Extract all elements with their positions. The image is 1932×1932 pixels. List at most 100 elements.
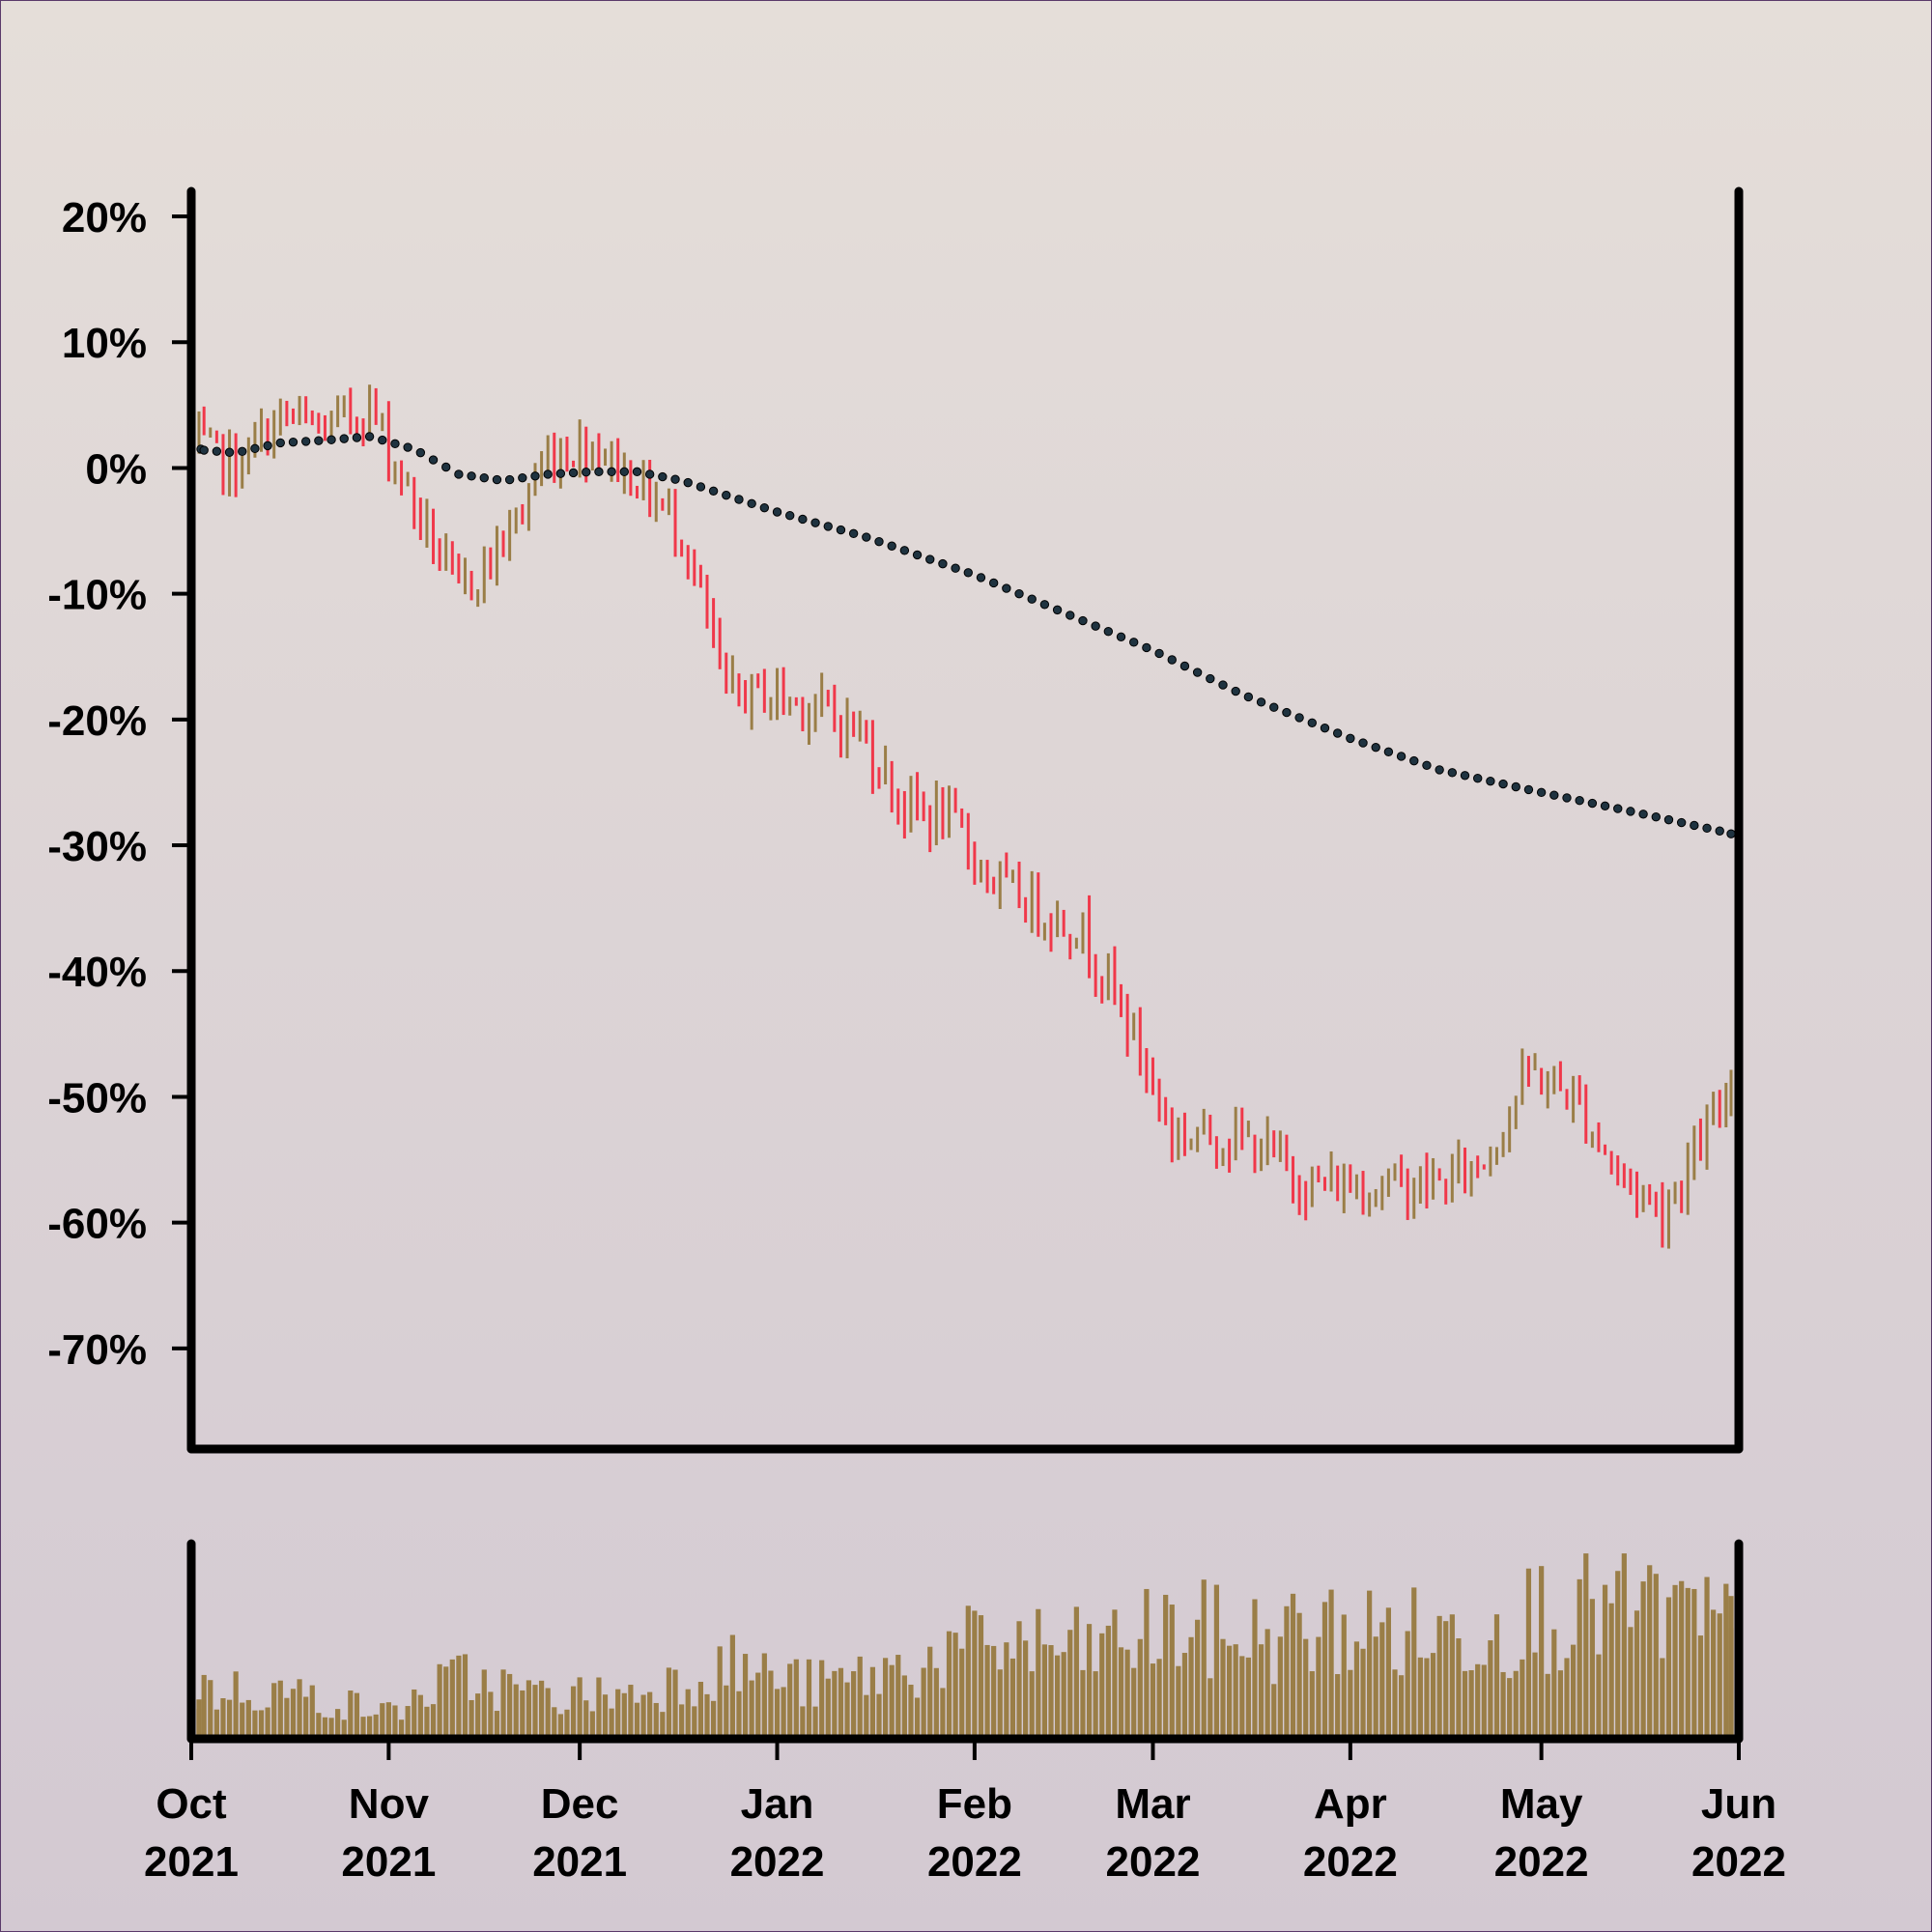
- moving-average-dot: [238, 446, 247, 457]
- volume-bar: [1596, 1654, 1602, 1739]
- volume-bars: [196, 1553, 1734, 1739]
- volume-bar: [1525, 1568, 1532, 1739]
- volume-bar: [583, 1700, 589, 1739]
- volume-bar: [354, 1692, 360, 1739]
- volume-bar: [1054, 1655, 1061, 1739]
- volume-bar: [494, 1711, 500, 1739]
- volume-bar: [500, 1669, 506, 1739]
- volume-bar: [456, 1655, 462, 1739]
- volume-bar: [1335, 1674, 1341, 1739]
- volume-bar: [412, 1689, 417, 1739]
- x-tick-year: 2022: [927, 1838, 1022, 1886]
- volume-bar: [1367, 1590, 1373, 1739]
- x-tick-month: May: [1500, 1780, 1583, 1828]
- moving-average-dot: [390, 439, 400, 449]
- moving-average-dot: [263, 440, 272, 451]
- volume-bar: [1704, 1577, 1710, 1739]
- volume-bar: [1424, 1658, 1430, 1739]
- moving-average-dot: [1052, 605, 1063, 615]
- volume-bar: [462, 1654, 469, 1739]
- volume-bar: [513, 1684, 519, 1739]
- volume-bar: [1647, 1565, 1653, 1739]
- volume-bar: [424, 1706, 430, 1739]
- volume-bar: [1475, 1663, 1481, 1739]
- moving-average-dot: [848, 528, 859, 539]
- volume-bar: [1456, 1638, 1462, 1739]
- moving-average-dot: [874, 536, 884, 547]
- volume-bar: [1169, 1605, 1175, 1739]
- volume-bar: [1226, 1645, 1233, 1739]
- volume-bar: [1118, 1647, 1124, 1739]
- volume-bar: [857, 1656, 863, 1739]
- moving-average-dot: [1065, 611, 1075, 620]
- moving-average-dot: [275, 438, 285, 448]
- volume-bar: [672, 1669, 678, 1739]
- volume-bar: [213, 1709, 219, 1739]
- moving-average-dot: [823, 522, 833, 531]
- y-tick-label: 0%: [85, 445, 147, 493]
- moving-average-dot: [1422, 760, 1432, 770]
- volume-bar: [1188, 1636, 1194, 1739]
- volume-bar: [1213, 1584, 1220, 1739]
- moving-average-dot: [862, 532, 871, 542]
- volume-bar: [538, 1680, 545, 1739]
- volume-bar: [768, 1670, 774, 1739]
- moving-average-dot: [479, 472, 489, 483]
- volume-bar: [552, 1707, 557, 1739]
- volume-bar: [933, 1667, 939, 1739]
- volume-bar: [1665, 1597, 1672, 1739]
- moving-average-dot: [543, 469, 553, 479]
- moving-average-dot: [1473, 774, 1483, 783]
- moving-average-dot: [1078, 615, 1088, 626]
- moving-average-dot: [734, 495, 744, 504]
- moving-average-dot: [899, 546, 910, 555]
- volume-bar: [481, 1669, 487, 1739]
- volume-bar: [901, 1675, 907, 1739]
- x-axis-ticks: Oct 2021 Nov 2021 Dec 2021 Jan 2022 Feb 2022 Mar 20…: [144, 1739, 1786, 1886]
- volume-bar: [507, 1673, 513, 1739]
- volume-bar: [978, 1615, 984, 1739]
- moving-average-dot: [1523, 784, 1534, 795]
- volume-bar: [1112, 1609, 1118, 1739]
- volume-bar: [1245, 1657, 1251, 1739]
- moving-average-dot: [1536, 787, 1547, 798]
- moving-average-dot: [1486, 776, 1495, 786]
- moving-average-dot: [1663, 814, 1674, 825]
- volume-bar: [589, 1711, 595, 1739]
- volume-bar: [385, 1702, 391, 1739]
- volume-bar: [991, 1645, 997, 1739]
- volume-bar: [1723, 1583, 1729, 1739]
- moving-average-dot: [300, 437, 311, 446]
- x-tick-year: 2022: [1691, 1838, 1786, 1886]
- y-tick-label: -10%: [47, 572, 147, 619]
- moving-average-dot: [1702, 823, 1712, 834]
- y-axis-ticks: 20% 10% 0% -10% -20% -30% -40% -50% -60% -70%: [47, 194, 191, 1374]
- moving-average-dot: [364, 432, 375, 441]
- price-axes: [186, 186, 1744, 1454]
- volume-bar: [908, 1684, 914, 1739]
- moving-average-dot: [530, 471, 540, 481]
- moving-average-dot: [1626, 807, 1635, 816]
- volume-bar: [335, 1709, 341, 1739]
- moving-average-dot: [1460, 771, 1470, 781]
- y-tick-label: -60%: [47, 1201, 147, 1248]
- x-tick-month: Apr: [1314, 1780, 1387, 1828]
- moving-average-dot: [1027, 594, 1037, 604]
- moving-average-dot: [658, 471, 668, 482]
- moving-average-dot: [1256, 697, 1266, 707]
- volume-bar: [634, 1702, 640, 1739]
- volume-bar: [1233, 1644, 1238, 1739]
- volume-bar: [196, 1709, 202, 1739]
- moving-average-dot: [1726, 829, 1736, 838]
- x-tick-year: 2021: [341, 1838, 436, 1886]
- volume-bar: [736, 1690, 742, 1739]
- volume-bar: [755, 1672, 761, 1739]
- volume-bar: [819, 1660, 825, 1739]
- moving-average-dot: [1091, 621, 1100, 631]
- moving-average-dot: [504, 474, 515, 485]
- moving-average-dot: [619, 467, 629, 477]
- volume-bar: [1016, 1621, 1022, 1739]
- volume-bar: [1137, 1638, 1143, 1739]
- moving-average-dot: [403, 442, 412, 452]
